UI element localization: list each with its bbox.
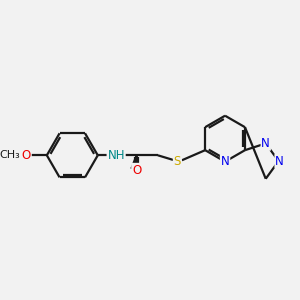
Text: N: N (261, 137, 270, 150)
Text: O: O (132, 164, 141, 177)
Text: O: O (22, 149, 31, 162)
Text: N: N (221, 155, 230, 168)
Text: NH: NH (107, 149, 125, 162)
Text: S: S (174, 155, 181, 168)
Text: CH₃: CH₃ (0, 150, 20, 160)
Text: N: N (275, 154, 284, 168)
